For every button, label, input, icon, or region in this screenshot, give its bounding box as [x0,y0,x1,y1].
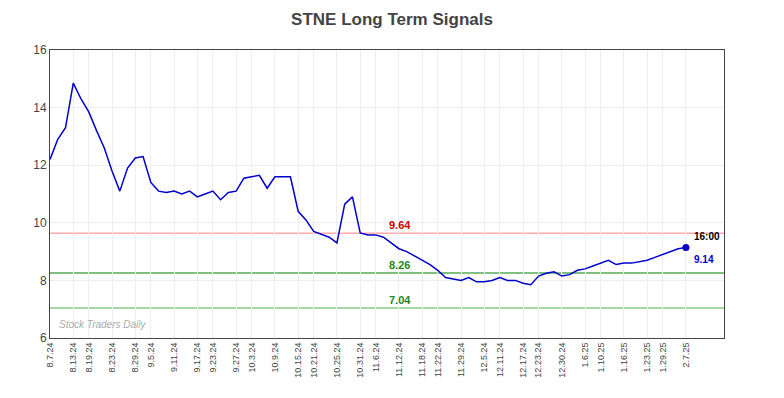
svg-text:11.29.24: 11.29.24 [456,343,466,377]
svg-text:8.7.24: 8.7.24 [45,343,55,368]
svg-text:9.27.24: 9.27.24 [231,343,241,373]
svg-text:12.23.24: 12.23.24 [534,343,544,378]
svg-text:10: 10 [33,216,47,230]
svg-text:11.18.24: 11.18.24 [417,343,427,377]
svg-text:Stock Traders Daily: Stock Traders Daily [59,319,147,330]
svg-text:2.7.25: 2.7.25 [681,343,691,368]
svg-text:12.11.24: 12.11.24 [495,343,505,377]
svg-text:8.26: 8.26 [389,259,410,271]
svg-text:1.23.25: 1.23.25 [642,343,652,373]
svg-text:10.3.24: 10.3.24 [247,343,257,373]
svg-text:8.23.24: 8.23.24 [107,343,117,373]
svg-text:11.6.24: 11.6.24 [371,343,381,372]
svg-text:9.14: 9.14 [694,254,714,265]
svg-text:1.29.25: 1.29.25 [658,343,668,373]
svg-text:12.17.24: 12.17.24 [518,343,528,378]
svg-text:9.64: 9.64 [389,219,411,231]
svg-text:9.23.24: 9.23.24 [208,343,218,373]
svg-text:8.19.24: 8.19.24 [84,343,94,373]
svg-text:10.15.24: 10.15.24 [293,343,303,378]
svg-text:9.17.24: 9.17.24 [192,343,202,373]
svg-text:10.25.24: 10.25.24 [332,343,342,378]
svg-text:16: 16 [33,43,47,57]
svg-text:9.11.24: 9.11.24 [169,343,179,372]
svg-text:11.12.24: 11.12.24 [394,343,404,377]
svg-text:16:00: 16:00 [694,231,720,242]
svg-text:10.31.24: 10.31.24 [355,343,365,378]
svg-text:12: 12 [33,158,47,172]
svg-text:1.6.25: 1.6.25 [580,343,590,368]
svg-text:STNE Long Term Signals: STNE Long Term Signals [291,10,493,29]
svg-text:12.30.24: 12.30.24 [557,343,567,378]
svg-text:1.16.25: 1.16.25 [619,343,629,373]
svg-text:14: 14 [33,101,47,115]
svg-text:1.10.25: 1.10.25 [596,343,606,373]
svg-text:8.29.24: 8.29.24 [130,343,140,373]
svg-text:12.5.24: 12.5.24 [479,343,489,373]
svg-text:7.04: 7.04 [389,294,411,306]
svg-text:10.21.24: 10.21.24 [309,343,319,378]
svg-text:9.5.24: 9.5.24 [146,343,156,368]
svg-text:8.13.24: 8.13.24 [68,343,78,373]
svg-text:10.9.24: 10.9.24 [270,343,280,373]
svg-text:11.22.24: 11.22.24 [433,343,443,377]
svg-text:6: 6 [40,331,47,345]
svg-text:8: 8 [40,274,47,288]
